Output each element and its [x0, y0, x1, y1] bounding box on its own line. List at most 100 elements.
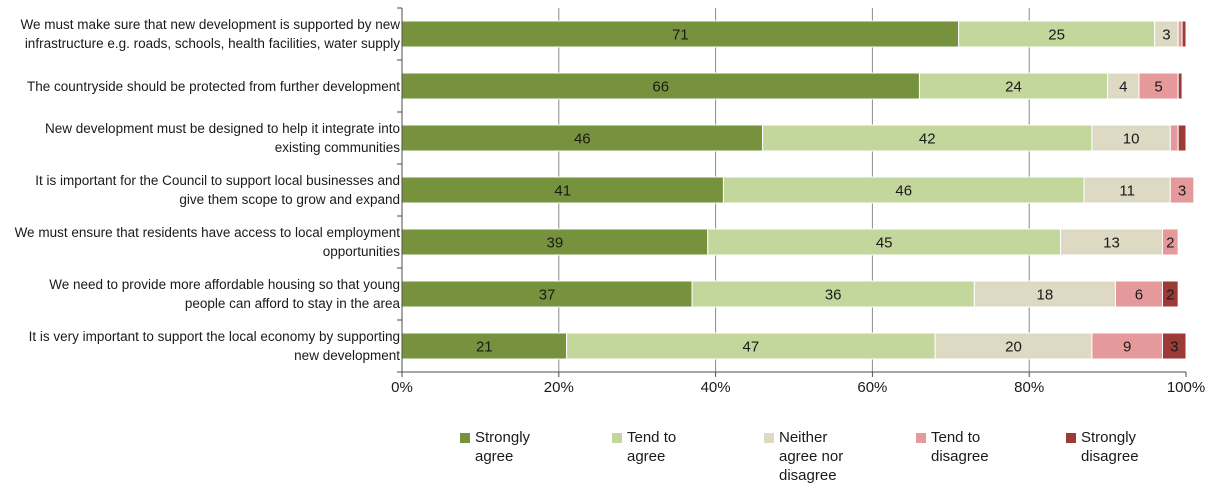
- bar-segment: [1161, 332, 1187, 360]
- bar-segment: [1169, 176, 1195, 204]
- data-label: 5: [1154, 79, 1162, 96]
- category-label: New development must be designed to help…: [0, 119, 400, 157]
- bar-segment: [1161, 280, 1179, 308]
- legend-swatch: [764, 433, 774, 443]
- data-label: 18: [1037, 287, 1054, 304]
- x-tick-label: 0%: [391, 379, 413, 396]
- data-label: 37: [539, 287, 556, 304]
- category-label-line: It is very important to support the loca…: [28, 329, 400, 344]
- bar-segment: [1060, 228, 1163, 256]
- bar-segment: [401, 20, 960, 48]
- data-label: 2: [1166, 287, 1174, 304]
- x-tick-label: 60%: [857, 379, 887, 396]
- legend-label-line: disagree: [779, 467, 837, 484]
- legend-label-line: Neither: [779, 429, 828, 446]
- category-label-line: We must ensure that residents have acces…: [14, 225, 400, 240]
- legend-swatch: [460, 433, 470, 443]
- data-label: 41: [554, 183, 571, 200]
- bar-segment: [401, 124, 764, 152]
- category-label-line: existing communities: [274, 140, 400, 155]
- bar-segment: [1169, 124, 1179, 152]
- bar-segment: [1177, 20, 1183, 48]
- category-label: It is important for the Council to suppo…: [0, 171, 400, 209]
- category-label-line: opportunities: [322, 244, 400, 259]
- legend-label-line: disagree: [1081, 448, 1139, 465]
- bar-segment: [401, 72, 920, 100]
- category-label-line: We need to provide more affordable housi…: [49, 277, 400, 292]
- legend-label-line: agree: [627, 448, 666, 465]
- bar-segment: [1091, 124, 1171, 152]
- data-label: 3: [1170, 339, 1178, 356]
- category-label: The countryside should be protected from…: [0, 77, 400, 96]
- bar-segment: [973, 280, 1116, 308]
- data-label: 3: [1178, 183, 1186, 200]
- category-label-line: New development must be designed to help…: [45, 121, 400, 136]
- data-label: 36: [825, 287, 842, 304]
- bar-segment: [1091, 332, 1163, 360]
- data-label: 46: [895, 183, 912, 200]
- data-label: 66: [652, 79, 669, 96]
- category-label: We need to provide more affordable housi…: [0, 275, 400, 313]
- bar-segment: [707, 228, 1062, 256]
- data-label: 21: [476, 339, 493, 356]
- category-label-line: people can afford to stay in the area: [184, 296, 400, 311]
- bar-segment: [1107, 72, 1140, 100]
- data-label: 6: [1135, 287, 1143, 304]
- data-label: 24: [1005, 79, 1022, 96]
- legend-item: Neither agree nor disagree: [764, 428, 879, 485]
- data-label: 4: [1119, 79, 1127, 96]
- x-tick-label: 20%: [544, 379, 574, 396]
- bar-segment: [401, 280, 693, 308]
- data-label: 11: [1119, 183, 1135, 200]
- legend-label: Tend to agree: [627, 428, 727, 466]
- bar-segment: [566, 332, 936, 360]
- legend-item: Tend to disagree: [916, 428, 1031, 466]
- data-label: 47: [743, 339, 760, 356]
- legend-label-line: disagree: [931, 448, 989, 465]
- category-label-line: new development: [294, 348, 400, 363]
- bar-segment: [762, 124, 1093, 152]
- x-tick-label: 80%: [1014, 379, 1044, 396]
- legend-label-line: Strongly: [1081, 429, 1137, 446]
- data-label: 10: [1123, 131, 1140, 148]
- data-label: 25: [1048, 27, 1065, 44]
- data-label: 71: [672, 27, 689, 44]
- bar-segment: [1181, 20, 1187, 48]
- category-label-line: We must make sure that new development i…: [20, 17, 400, 32]
- category-label: We must make sure that new development i…: [0, 15, 400, 53]
- legend-label-line: agree nor: [779, 448, 844, 465]
- category-label-line: infrastructure e.g. roads, schools, heal…: [24, 36, 400, 51]
- bar-segment: [1161, 228, 1179, 256]
- data-label: 46: [574, 131, 591, 148]
- legend-label: Neither agree nor disagree: [779, 428, 879, 485]
- legend-item: Strongly disagree: [1066, 428, 1181, 466]
- bar-segment: [1177, 124, 1187, 152]
- category-label: We must ensure that residents have acces…: [0, 223, 400, 261]
- data-label: 42: [919, 131, 936, 148]
- legend-label: Strongly disagree: [1081, 428, 1181, 466]
- legend-swatch: [1066, 433, 1076, 443]
- legend-label-line: agree: [475, 448, 514, 465]
- data-label: 13: [1103, 235, 1120, 252]
- legend-label: Tend to disagree: [931, 428, 1031, 466]
- bar-segment: [722, 176, 1085, 204]
- category-label-line: give them scope to grow and expand: [179, 192, 400, 207]
- data-label: 2: [1166, 235, 1174, 252]
- legend-item: Strongly agree: [460, 428, 575, 466]
- legend-item: Tend to agree: [612, 428, 727, 466]
- legend-label: Strongly agree: [475, 428, 575, 466]
- bar-segment: [934, 332, 1093, 360]
- bar-segment: [401, 332, 568, 360]
- category-label-line: It is important for the Council to suppo…: [35, 173, 400, 188]
- legend-swatch: [612, 433, 622, 443]
- data-label: 3: [1162, 27, 1170, 44]
- legend-swatch: [916, 433, 926, 443]
- x-tick-label: 100%: [1167, 379, 1205, 396]
- category-label: It is very important to support the loca…: [0, 327, 400, 365]
- data-label: 9: [1123, 339, 1131, 356]
- data-label: 45: [876, 235, 893, 252]
- legend-label-line: Tend to: [931, 429, 981, 446]
- data-label: 39: [547, 235, 564, 252]
